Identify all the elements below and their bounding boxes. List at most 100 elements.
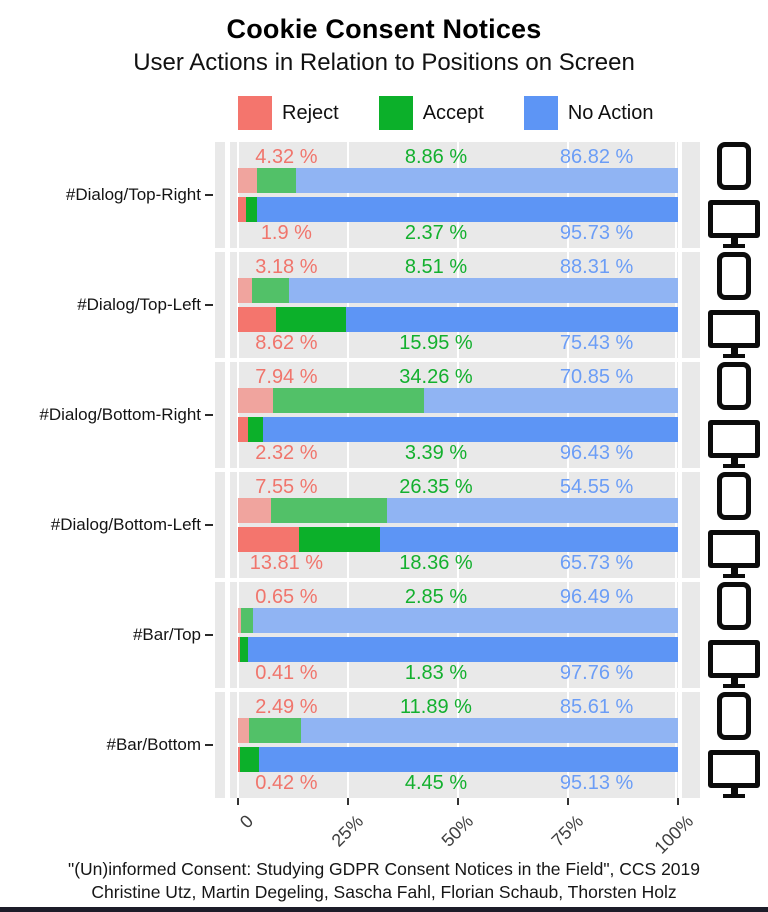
monitor-base [723,354,745,358]
desktop-noaction-segment [259,747,678,772]
panel-gridline [347,582,349,688]
chart-subtitle: User Actions in Relation to Positions on… [133,49,635,76]
mobile-noaction-segment [289,278,678,303]
desktop-accept-segment [248,417,264,442]
panel-gridline [237,692,239,798]
panel-gridline [457,142,459,248]
monitor-screen [708,200,760,238]
category-label: #Dialog/Top-Left [77,295,201,314]
desktop-stacked-bar [238,197,678,222]
panel-gridline [567,252,569,358]
mobile-accept-segment [248,718,302,743]
desktop-value-labels: 1.9 % 2.37 % 95.73 % [238,222,678,244]
mobile-accept-segment [272,388,424,413]
mobile-value-labels: 7.94 % 34.26 % 70.85 % [238,366,678,388]
mobile-value-labels: 3.18 % 8.51 % 88.31 % [238,256,678,278]
x-tick-mark [677,798,679,805]
mobile-reject-value: 0.65 % [255,586,318,608]
desktop-stacked-bar [238,527,678,552]
mobile-accept-value: 11.89 % [400,696,472,718]
panel-gridline [237,362,239,468]
device-icons [700,362,768,468]
mobile-accept-value: 8.51 % [404,256,468,278]
panel-gridline [675,472,677,578]
monitor-neck [730,348,738,354]
category-group-row: #Dialog/Top-Right 4.32 % 8.86 % 86.82 % … [0,142,768,248]
desktop-noaction-segment [256,197,678,222]
monitor-screen [708,640,760,678]
desktop-accept-value: 3.39 % [404,442,468,464]
monitor-base [723,794,745,798]
mobile-reject-segment [238,608,241,633]
panel-gridline [457,472,459,578]
monitor-base [723,684,745,688]
device-icons [700,252,768,358]
mobile-phone-icon [717,692,751,740]
desktop-accept-segment [275,307,347,332]
y-axis-label: #Bar/Top [0,582,213,688]
mobile-noaction-value: 96.49 % [559,586,634,608]
accept-swatch-icon [378,96,413,130]
panel-gridline [347,252,349,358]
mobile-reject-value: 7.94 % [255,366,318,388]
panel-gridline [567,692,569,798]
desktop-stacked-bar [238,417,678,442]
panel-gridline [237,472,239,578]
category-group-row: #Bar/Bottom 2.49 % 11.89 % 85.61 % 0.42 … [0,692,768,798]
y-tick-mark [205,413,213,417]
desktop-reject-segment [238,417,249,442]
mobile-value-labels: 7.55 % 26.35 % 54.55 % [238,476,678,498]
right-facet-strip [682,582,700,688]
category-group-row: #Dialog/Top-Left 3.18 % 8.51 % 88.31 % 8… [0,252,768,358]
legend-item-reject: Reject [238,96,339,130]
reject-swatch-icon [238,96,272,130]
mobile-phone-icon [717,582,751,630]
plot-panel: 2.49 % 11.89 % 85.61 % 0.42 % 4.45 % 95.… [230,692,678,798]
legend-label: Reject [282,101,339,124]
category-group-row: #Dialog/Bottom-Left 7.55 % 26.35 % 54.55… [0,472,768,578]
x-tick-mark [567,798,569,805]
y-axis-label: #Dialog/Bottom-Left [0,472,213,578]
mobile-reject-segment [238,168,257,193]
y-axis-label: #Dialog/Bottom-Right [0,362,213,468]
y-tick-mark [205,303,213,307]
right-facet-strip [682,472,700,578]
desktop-stacked-bar [238,307,678,332]
mobile-phone-icon [717,362,751,410]
y-tick-mark [205,523,213,527]
plot-panel: 3.18 % 8.51 % 88.31 % 8.62 % 15.95 % 75.… [230,252,678,358]
monitor-screen [708,420,760,458]
y-tick-mark [205,193,213,197]
y-tick-mark [205,743,213,747]
desktop-reject-segment [238,307,276,332]
desktop-accept-segment [246,197,257,222]
desktop-reject-value: 0.41 % [255,662,318,684]
category-label: #Dialog/Top-Right [65,185,201,204]
category-group-row: #Bar/Top 0.65 % 2.85 % 96.49 % 0.41 % [0,582,768,688]
right-facet-strip [682,692,700,798]
monitor-screen [708,530,760,568]
device-icons [700,142,768,248]
mobile-accept-value: 2.85 % [404,586,468,608]
category-label: #Bar/Bottom [106,735,202,754]
x-tick-label: 75% [547,811,588,851]
mobile-accept-segment [271,498,388,523]
desktop-noaction-value: 65.73 % [559,552,634,574]
mobile-stacked-bar [238,278,678,303]
desktop-reject-value: 1.9 % [260,222,312,244]
plot-panel: 7.94 % 34.26 % 70.85 % 2.32 % 3.39 % 96.… [230,362,678,468]
device-icons [700,582,768,688]
legend-label: No Action [567,101,654,124]
mobile-accept-value: 34.26 % [399,366,473,388]
y-tick-mark [205,633,213,637]
panel-gridline [237,582,239,688]
desktop-monitor-icon [708,530,760,578]
x-tick-mark [237,798,239,805]
legend-item-noaction: No Action [523,96,654,130]
panel-gridline [675,142,677,248]
desktop-noaction-value: 95.13 % [559,772,634,794]
mobile-reject-value: 4.32 % [255,146,318,168]
desktop-stacked-bar [238,747,678,772]
desktop-value-labels: 2.32 % 3.39 % 96.43 % [238,442,678,464]
